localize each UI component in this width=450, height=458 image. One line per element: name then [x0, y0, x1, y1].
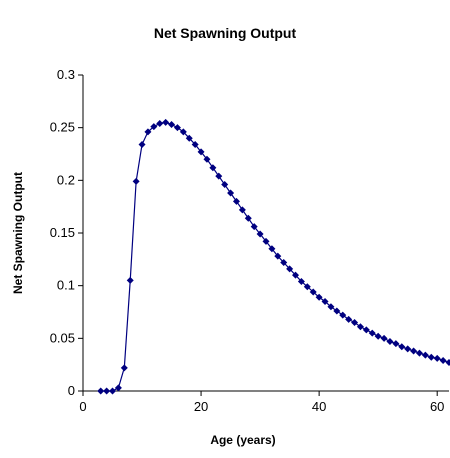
x-tick-label: 60 [430, 399, 444, 414]
marker [381, 335, 388, 342]
marker [127, 277, 134, 284]
marker [215, 173, 222, 180]
marker [133, 178, 140, 185]
marker [227, 189, 234, 196]
marker [209, 164, 216, 171]
marker [428, 354, 435, 361]
marker [168, 121, 175, 128]
marker [398, 343, 405, 350]
marker [410, 347, 417, 354]
marker [162, 119, 169, 126]
marker [139, 141, 146, 148]
y-tick-label: 0.15 [50, 225, 75, 240]
marker [440, 357, 447, 364]
marker [245, 215, 252, 222]
x-tick-label: 20 [194, 399, 208, 414]
marker [363, 326, 370, 333]
marker [221, 181, 228, 188]
marker [369, 330, 376, 337]
marker [121, 364, 128, 371]
marker [422, 352, 429, 359]
marker [115, 384, 122, 391]
y-tick-label: 0.2 [57, 172, 75, 187]
marker [109, 388, 116, 395]
marker [392, 340, 399, 347]
y-tick-label: 0 [68, 383, 75, 398]
y-tick-label: 0.05 [50, 330, 75, 345]
marker [233, 198, 240, 205]
x-tick-label: 40 [312, 399, 326, 414]
marker [375, 333, 382, 340]
marker [239, 206, 246, 213]
marker [386, 338, 393, 345]
y-tick-label: 0.3 [57, 67, 75, 82]
marker [416, 350, 423, 357]
chart-title: Net Spawning Output [154, 25, 297, 41]
y-tick-label: 0.25 [50, 120, 75, 135]
y-tick-label: 0.1 [57, 278, 75, 293]
marker [434, 355, 441, 362]
marker [404, 345, 411, 352]
x-axis-label: Age (years) [210, 433, 275, 447]
marker [156, 120, 163, 127]
y-axis-label: Net Spawning Output [11, 172, 25, 294]
x-tick-label: 0 [79, 399, 86, 414]
